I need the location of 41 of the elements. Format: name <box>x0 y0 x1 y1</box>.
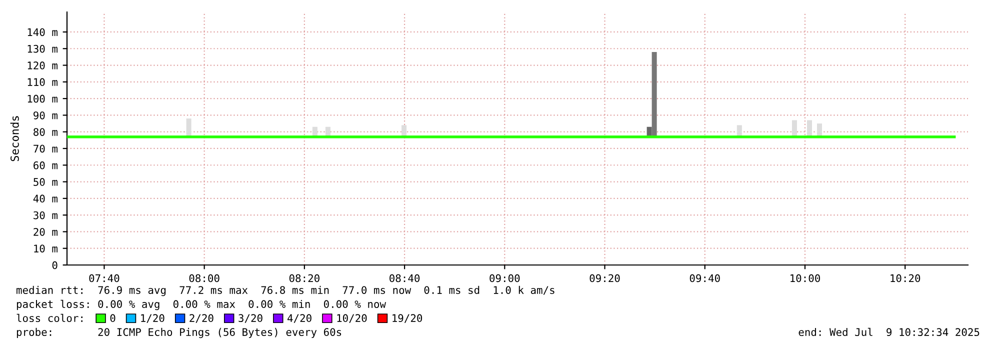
y-tick-label: 0 <box>52 261 58 270</box>
legend-label: 1/20 <box>141 314 164 323</box>
y-tick-label: 30 m <box>34 211 58 220</box>
y-tick-label: 80 m <box>34 128 58 136</box>
y-tick-label: 60 m <box>34 161 58 170</box>
y-tick-label: 20 m <box>34 228 58 236</box>
text: end: Wed Jul 9 10:32:34 2025 <box>798 328 980 336</box>
text: probe: 20 ICMP Echo Pings (56 Bytes) every 60s <box>16 328 342 338</box>
bar <box>806 120 812 137</box>
x-tick-label: 08:00 <box>189 274 220 282</box>
x-tick-label: 09:00 <box>490 274 520 282</box>
x-tick-label: 10:00 <box>790 274 820 282</box>
legend-label: 3/20 <box>238 314 262 323</box>
y-tick-label: 140 m <box>28 28 58 36</box>
x-tick-label: 09:40 <box>690 274 720 282</box>
text: median rtt: 76.9 ms avg 77.2 ms max 76.8 ms min 77.0 ms now 0.1 ms sd 1.0 k am/s <box>16 286 554 296</box>
y-axis-title: Seconds <box>10 116 19 162</box>
bar <box>792 120 797 137</box>
y-tick-label: 130 m <box>28 44 58 53</box>
legend-label: 2/20 <box>190 314 214 323</box>
y-tick-label: 70 m <box>34 144 58 153</box>
legend-label: 10/20 <box>337 314 367 323</box>
legend-label: 4/20 <box>288 314 312 323</box>
bar <box>652 52 657 137</box>
y-tick-label: 10 m <box>34 244 58 252</box>
y-tick-label: 100 m <box>28 94 58 103</box>
y-tick-label: 120 m <box>28 62 58 70</box>
y-tick-label: 40 m <box>33 194 58 203</box>
y-tick-label: 50 m <box>34 178 58 186</box>
bar <box>186 118 192 137</box>
legend-label: 19/20 <box>392 314 422 323</box>
y-tick-label: 110 m <box>28 78 58 86</box>
x-tick-label: 07:40 <box>89 274 120 282</box>
x-tick-label: 08:20 <box>289 274 320 282</box>
x-tick-label: 09:20 <box>590 274 620 282</box>
text: packet loss: 0.00 % avg 0.00 % max 0.00 % min 0.00 % now <box>16 300 386 310</box>
legend-label: 0 <box>110 314 116 322</box>
legend-title: loss color: <box>16 314 82 322</box>
x-tick-label: 10:20 <box>890 274 920 282</box>
y-tick-label: 90 m <box>34 111 58 120</box>
x-tick-label: 08:40 <box>390 274 420 282</box>
